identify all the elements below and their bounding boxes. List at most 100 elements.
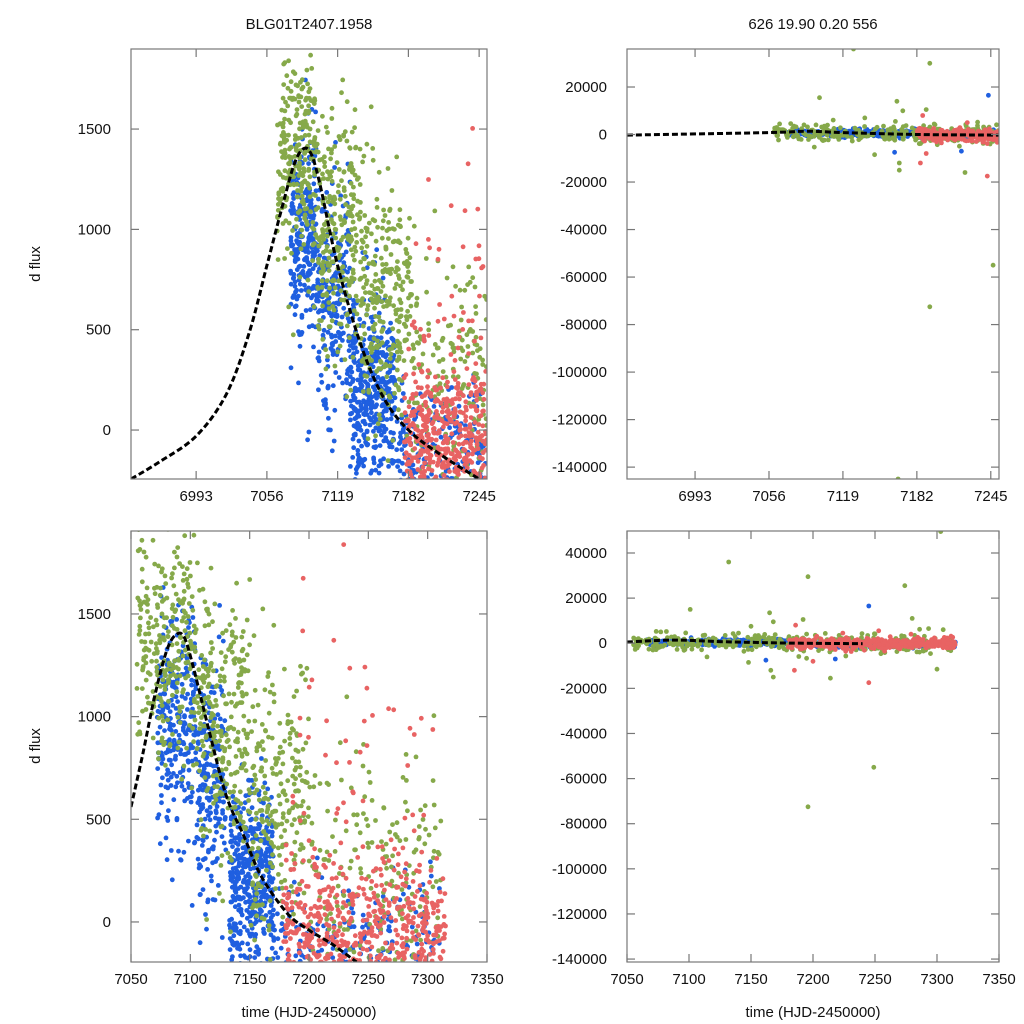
data-point-green — [302, 133, 308, 138]
data-point-blue — [391, 378, 397, 384]
data-point-green — [341, 169, 347, 175]
data-point-green — [352, 257, 357, 263]
data-point-green — [150, 689, 156, 694]
data-point-green — [301, 166, 307, 172]
data-point-green — [374, 299, 380, 305]
data-point-blue — [338, 966, 343, 971]
data-point-green — [862, 124, 867, 129]
data-point-blue — [414, 941, 420, 947]
data-point-red — [413, 508, 418, 513]
data-point-green — [831, 125, 837, 131]
data-point-red — [451, 313, 457, 319]
data-point-green — [321, 231, 326, 237]
data-point-blue — [363, 405, 368, 411]
data-point-green — [805, 124, 810, 130]
data-point-blue — [241, 806, 247, 811]
data-point-blue — [190, 713, 196, 719]
data-point-green — [380, 327, 386, 332]
data-point-blue — [247, 857, 253, 863]
data-point-blue — [345, 316, 351, 321]
data-point-green — [168, 673, 173, 679]
data-point-red — [413, 241, 419, 247]
data-point-green — [335, 189, 341, 195]
data-point-green — [409, 292, 414, 297]
data-point-green — [359, 237, 365, 243]
data-point-blue — [199, 843, 205, 848]
data-point-blue — [391, 480, 396, 485]
data-point-green — [410, 342, 416, 348]
data-point-blue — [330, 348, 336, 354]
data-point-green — [386, 267, 392, 272]
data-point-blue — [167, 709, 173, 714]
data-point-green — [432, 208, 438, 214]
data-point-green — [400, 287, 405, 293]
data-point-green — [888, 126, 893, 132]
data-point-blue — [381, 429, 387, 435]
data-point-green — [160, 718, 166, 724]
data-point-red — [411, 413, 417, 418]
data-point-green — [383, 293, 388, 299]
data-point-blue — [267, 874, 272, 879]
data-point-red — [438, 400, 444, 406]
data-point-blue — [299, 315, 305, 320]
data-point-green — [275, 257, 281, 262]
data-point-blue — [316, 355, 321, 361]
data-point-green — [407, 215, 412, 221]
data-point-red — [420, 423, 426, 428]
data-point-green — [280, 185, 286, 191]
data-point-green — [461, 382, 467, 387]
data-point-blue — [242, 800, 248, 806]
x-tick-label: 7056 — [250, 488, 283, 505]
data-point-green — [892, 135, 897, 141]
data-point-green — [874, 124, 880, 130]
data-point-blue — [346, 348, 352, 353]
data-point-green — [358, 259, 363, 265]
data-point-green — [354, 311, 360, 317]
data-point-blue — [176, 848, 181, 854]
data-point-green — [331, 278, 337, 283]
data-point-red — [455, 384, 461, 390]
data-point-green — [474, 342, 480, 348]
y-tick-label: 500 — [86, 322, 111, 339]
data-point-green — [293, 113, 299, 119]
data-point-green — [290, 332, 296, 338]
data-point-blue — [182, 787, 187, 793]
data-point-blue — [232, 882, 238, 888]
data-point-blue — [295, 293, 301, 299]
data-point-blue — [303, 308, 309, 313]
data-point-blue — [397, 468, 403, 474]
data-point-blue — [373, 488, 378, 493]
data-point-green — [372, 305, 377, 311]
data-point-green — [396, 385, 401, 390]
data-point-green — [395, 259, 400, 264]
data-point-green — [161, 615, 167, 621]
data-point-blue — [319, 379, 325, 385]
data-point-green — [473, 311, 479, 316]
data-point-blue — [291, 196, 296, 201]
data-point-blue — [241, 877, 247, 883]
data-point-green — [181, 571, 187, 577]
data-point-green — [328, 156, 333, 162]
data-point-red — [465, 161, 471, 167]
data-point-green — [358, 298, 364, 304]
data-point-blue — [329, 448, 335, 454]
data-point-green — [295, 210, 301, 216]
data-point-green — [184, 566, 190, 572]
data-point-green — [369, 231, 374, 237]
data-point-blue — [256, 792, 262, 798]
data-point-green — [297, 126, 302, 132]
data-point-green — [190, 725, 196, 731]
data-point-blue — [198, 892, 203, 897]
plot-area — [131, 531, 448, 971]
data-point-green — [137, 547, 143, 552]
data-point-green — [181, 597, 186, 603]
data-point-green — [306, 89, 312, 95]
data-point-blue — [209, 845, 215, 851]
data-point-blue — [297, 281, 303, 287]
data-point-blue — [171, 743, 177, 749]
data-point-blue — [189, 903, 195, 908]
data-point-blue — [216, 743, 221, 748]
data-point-green — [415, 563, 420, 568]
data-point-green — [282, 60, 288, 66]
data-point-blue — [190, 789, 195, 795]
